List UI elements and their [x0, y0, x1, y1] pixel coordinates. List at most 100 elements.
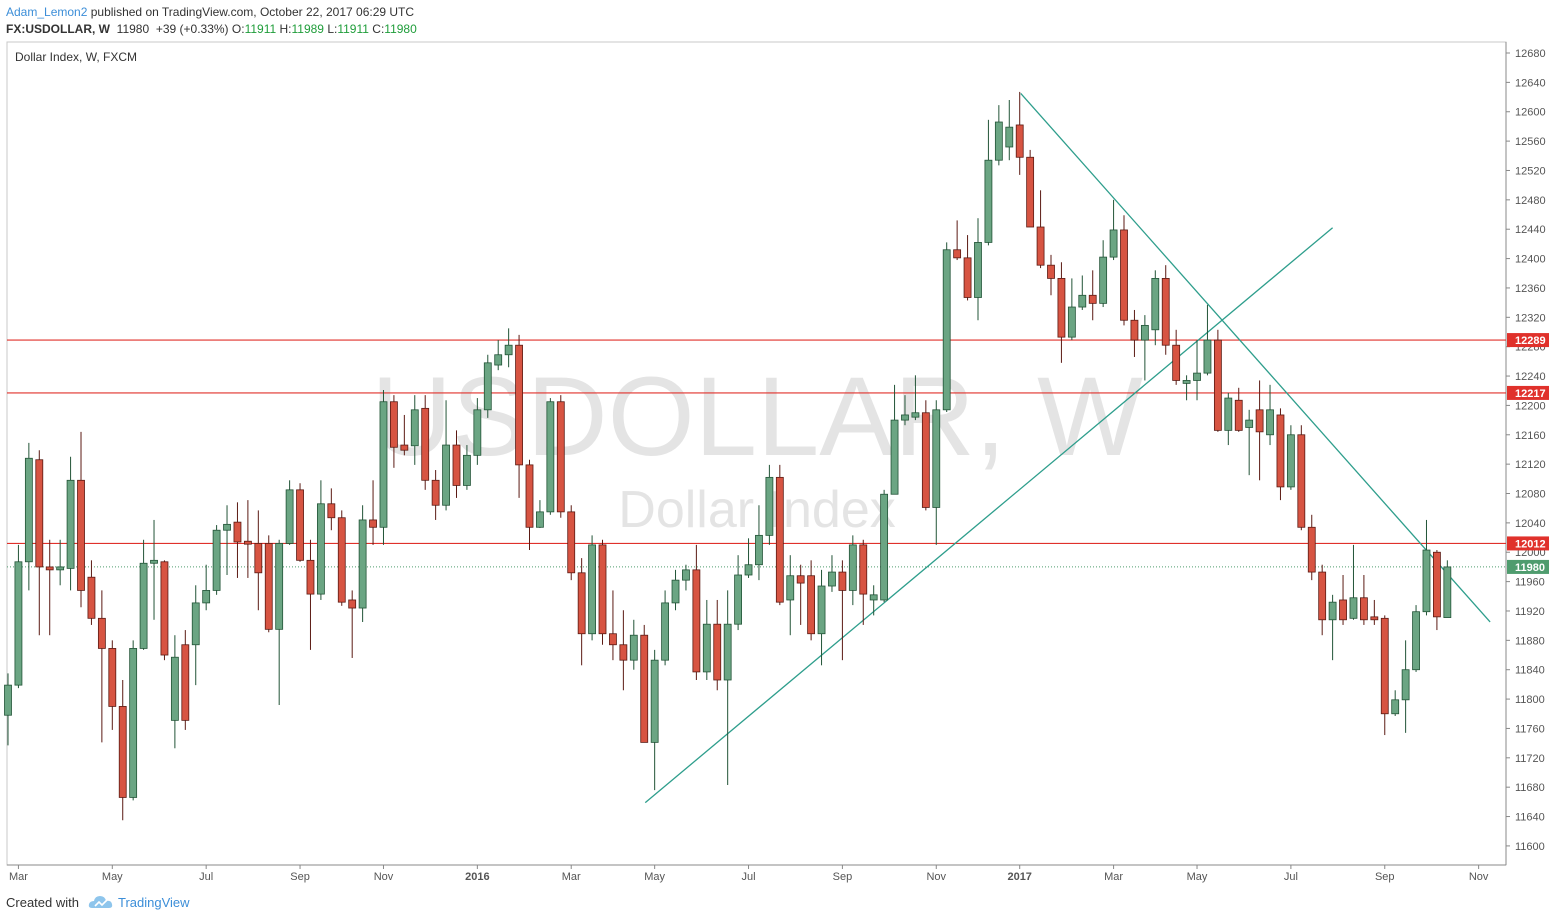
- candle-body: [755, 534, 763, 566]
- candle-body: [56, 566, 65, 571]
- candle-body: [1193, 372, 1201, 381]
- candle-body: [963, 257, 972, 298]
- candle-body: [640, 634, 649, 743]
- candle-body: [869, 594, 878, 601]
- y-tick-label: 11880: [1515, 635, 1545, 647]
- candle-body: [275, 543, 284, 630]
- y-tick-label: 11760: [1515, 723, 1545, 735]
- candle-body: [369, 519, 377, 528]
- ohlc-value: 11989: [291, 22, 324, 36]
- candle-body: [1057, 278, 1066, 338]
- candle-body: [97, 617, 106, 649]
- x-tick-label: Mar: [1104, 871, 1123, 883]
- chart: Dollar Index, W, FXCM USDOLLAR, W Dollar…: [4, 41, 1549, 883]
- candle-body: [702, 623, 711, 673]
- candle-body: [984, 159, 993, 243]
- candle-body: [901, 414, 909, 421]
- x-tick-label: Nov: [926, 871, 946, 883]
- author-link[interactable]: Adam_Lemon2: [6, 5, 88, 19]
- level-label-bg: [1507, 333, 1549, 348]
- candle-body: [1422, 549, 1431, 613]
- candle-body: [1443, 566, 1452, 618]
- level-label: 12289: [1515, 335, 1546, 347]
- candle-body: [1078, 294, 1087, 308]
- candle-body: [682, 569, 690, 581]
- published-text: published on TradingView.com, October 22…: [90, 5, 415, 19]
- candle-body: [1047, 264, 1055, 279]
- x-tick-label: 2017: [1007, 871, 1031, 883]
- candle-body: [1286, 434, 1295, 488]
- candle-body: [45, 566, 54, 571]
- brand-link[interactable]: TradingView: [118, 895, 190, 910]
- candle-body: [66, 479, 75, 569]
- candle-body: [744, 564, 753, 576]
- candle-body: [974, 242, 982, 298]
- candle-body: [838, 571, 847, 591]
- candle-body: [1318, 571, 1327, 621]
- candle-body: [765, 476, 774, 536]
- quote-line: FX:USDOLLAR, W 11980 +39 (+0.33%) O:1191…: [6, 21, 417, 38]
- candle-body: [327, 503, 336, 519]
- candle-body: [994, 121, 1003, 161]
- level-label: 12012: [1515, 538, 1546, 550]
- candle-body: [1234, 399, 1243, 431]
- candle-body: [118, 706, 127, 798]
- candle-body: [379, 401, 388, 528]
- candle-body: [431, 479, 440, 506]
- created-with: Created with: [6, 895, 79, 910]
- candle-body: [1328, 601, 1337, 621]
- last-price-label-bg: [1507, 559, 1549, 574]
- candle-body: [212, 529, 221, 591]
- y-tick-label: 12560: [1515, 136, 1546, 148]
- candle-body: [1380, 617, 1389, 715]
- candle-body: [1140, 324, 1149, 341]
- candle-body: [243, 540, 252, 545]
- trend-line: [644, 227, 1334, 804]
- ohlc-value: 11911: [337, 22, 369, 36]
- candle-body: [1266, 409, 1274, 436]
- candle-body: [932, 409, 941, 508]
- candle-body: [953, 249, 962, 259]
- candle-body: [942, 249, 951, 411]
- tradingview-logo: [88, 896, 113, 908]
- candle-body: [692, 569, 701, 673]
- candle-body: [14, 561, 23, 686]
- y-tick-label: 11960: [1515, 577, 1545, 589]
- candle-body: [671, 579, 680, 604]
- y-tick-label: 12400: [1515, 254, 1546, 266]
- candle-body: [911, 412, 920, 418]
- candle-body: [87, 576, 96, 619]
- candle-body: [629, 634, 638, 661]
- candle-body: [848, 544, 857, 591]
- header: Adam_Lemon2 published on TradingView.com…: [6, 4, 417, 38]
- y-tick-label: 12080: [1515, 489, 1546, 501]
- candle-body: [181, 644, 190, 721]
- ohlc-label: O:: [231, 22, 245, 36]
- y-tick-label: 12640: [1515, 77, 1546, 89]
- watermark-sub: Dollar Index: [618, 481, 895, 539]
- x-tick-label: Sep: [833, 871, 853, 883]
- symbol: FX:USDOLLAR, W: [6, 22, 110, 36]
- candle-body: [515, 344, 523, 466]
- footer: Created with TradingView: [0, 888, 1556, 920]
- trend-line: [1020, 92, 1491, 623]
- candle-body: [390, 401, 398, 448]
- candle-body: [160, 561, 169, 656]
- candle-body: [421, 407, 430, 481]
- x-tick-label: May: [644, 871, 665, 883]
- y-tick-label: 11840: [1515, 665, 1545, 677]
- ohlc-values: O:11911 H:11989 L:11911 C:11980: [232, 22, 417, 36]
- candle-body: [1297, 434, 1306, 528]
- ohlc-label: C:: [372, 22, 385, 36]
- candle-body: [1172, 344, 1181, 381]
- candle-body: [1005, 126, 1014, 148]
- x-tick-label: May: [1187, 871, 1208, 883]
- level-label-bg: [1507, 536, 1549, 551]
- y-tick-label: 11920: [1515, 606, 1545, 618]
- candle-body: [316, 503, 325, 595]
- candle-body: [233, 521, 242, 543]
- candle-body: [1213, 339, 1222, 431]
- candle-body: [410, 409, 419, 447]
- candle-body: [588, 544, 596, 635]
- level-label-bg: [1507, 385, 1549, 400]
